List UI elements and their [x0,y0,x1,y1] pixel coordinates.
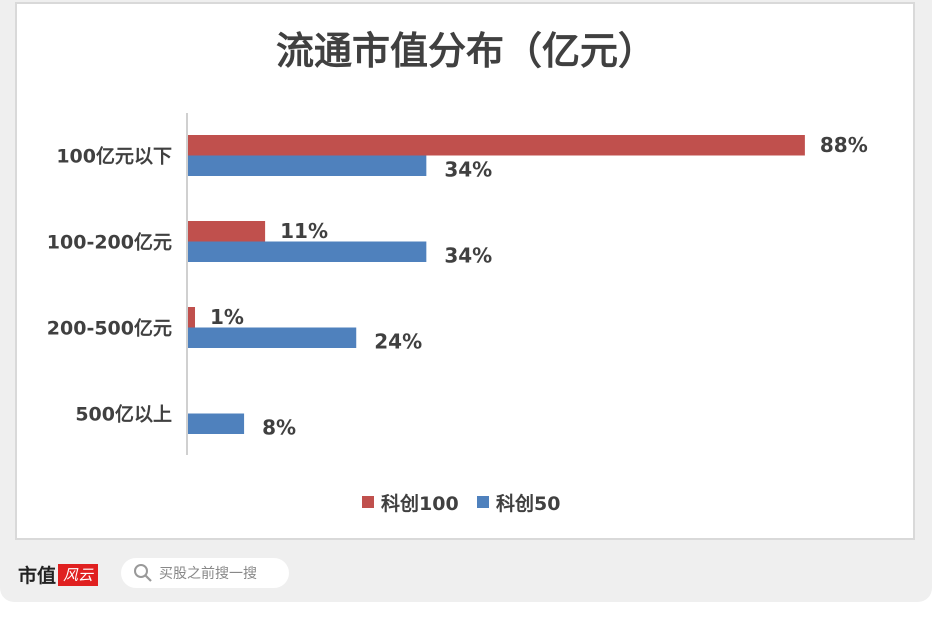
bar-kechuang50 [188,413,245,434]
bar-kechuang50 [188,155,427,176]
data-label: 34% [444,158,492,182]
bar-kechuang50 [188,327,357,348]
brand-logo[interactable]: 市值 风云 [18,561,99,588]
data-label: 24% [374,330,422,354]
logo-mark: 风云 [58,563,99,586]
bar-kechuang50 [188,241,427,262]
category-label: 100-200亿元 [47,231,172,254]
category-label: 100亿元以下 [56,145,172,168]
category-label: 200-500亿元 [47,317,172,340]
data-label: 1% [210,305,244,329]
category-label: 500亿以上 [75,403,172,426]
bar-kechuang100 [188,221,266,242]
search-placeholder: 买股之前搜一搜 [159,566,257,582]
data-label: 88% [820,133,868,157]
legend-label: 科创50 [496,492,560,515]
bar-chart: 100亿元以下 88% 34% 100-200亿元 11% 34% 200-500亿元 1% 2… [47,113,868,515]
data-label: 8% [262,416,296,440]
search-icon [134,564,152,582]
legend-label: 科创100 [381,492,459,515]
chart-title: 流通市值分布（亿元） [275,29,656,73]
data-label: 11% [280,219,328,243]
data-label: 34% [444,244,492,268]
chart-frame [15,2,915,540]
bar-kechuang100 [188,135,805,156]
legend-swatch [477,496,489,508]
search-input[interactable]: 买股之前搜一搜 [121,558,289,588]
bar-kechuang100 [188,307,196,328]
logo-text: 市值 [18,565,57,587]
legend-swatch [362,496,374,508]
